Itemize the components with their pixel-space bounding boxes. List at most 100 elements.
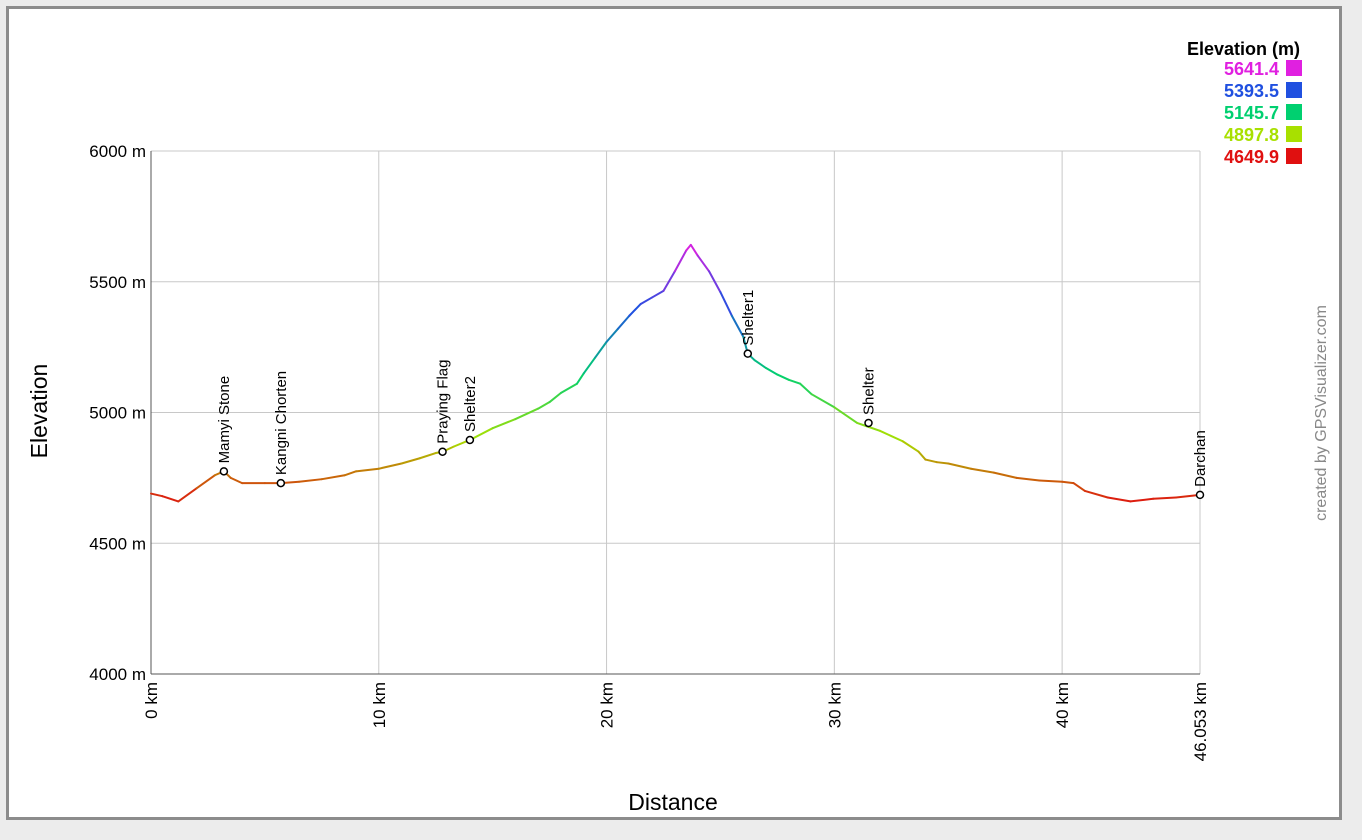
profile-segment-32 — [639, 296, 654, 305]
profile-segment-50 — [833, 406, 859, 424]
legend-label-3: 4897.8 — [1224, 125, 1279, 145]
profile-segment-29 — [605, 327, 619, 343]
x-tick-label-1: 10 km — [370, 682, 389, 728]
waypoint-label-4: Shelter1 — [740, 290, 757, 346]
waypoint-label-5: Shelter — [861, 367, 878, 415]
profile-segment-0 — [150, 492, 164, 498]
profile-segment-26 — [575, 372, 585, 385]
profile-segment-24 — [548, 391, 563, 404]
waypoint-marker-3 — [465, 435, 475, 445]
profile-segment-67 — [1129, 497, 1155, 503]
profile-segment-23 — [537, 401, 551, 410]
profile-segment-48 — [799, 382, 813, 396]
y-tick-label-2: 5000 m — [89, 404, 146, 423]
profile-segment-6 — [229, 476, 244, 485]
legend-label-4: 4649.9 — [1224, 147, 1279, 167]
profile-segment-20 — [468, 427, 494, 441]
legend-label-0: 5641.4 — [1224, 59, 1279, 79]
legend-title: Elevation (m) — [1187, 39, 1300, 59]
legend-swatch-4 — [1286, 148, 1302, 164]
profile-segment-21 — [491, 418, 517, 430]
profile-segment-53 — [878, 429, 904, 443]
profile-segment-64 — [1072, 482, 1086, 492]
profile-segment-34 — [662, 270, 676, 292]
elevation-chart: 4000 m 4500 m 5000 m 5500 m 6000 m 0 km 10 km… — [26, 39, 1330, 815]
profile-segment-39 — [708, 270, 722, 294]
y-tick-label-4: 6000 m — [89, 142, 146, 161]
profile-segment-54 — [901, 440, 920, 453]
waypoint-label-2: Praying Flag — [435, 360, 452, 444]
chart-frame: 4000 m 4500 m 5000 m 5500 m 6000 m 0 km 10 km… — [6, 6, 1342, 820]
profile-segment-58 — [947, 462, 973, 470]
legend-label-1: 5393.5 — [1224, 81, 1279, 101]
profile-segment-3 — [195, 474, 216, 490]
profile-segment-13 — [355, 467, 380, 473]
profile-segment-33 — [651, 289, 665, 299]
profile-segment-11 — [320, 474, 346, 481]
profile-segment-56 — [924, 458, 938, 464]
waypoint-label-0: Mamyi Stone — [216, 376, 233, 464]
waypoint-marker-2 — [438, 447, 447, 456]
legend-swatch-2 — [1286, 104, 1302, 120]
grid-lines — [150, 150, 1201, 675]
y-tick-label-1: 4500 m — [89, 534, 146, 553]
credit-text: created by GPSVisualizer.com — [1313, 305, 1330, 521]
waypoint-marker-6 — [1195, 490, 1205, 500]
x-axis-title: Distance — [628, 789, 717, 815]
profile-segment-45 — [765, 367, 779, 376]
profile-segment-57 — [935, 461, 950, 465]
profile-segment-36 — [685, 243, 692, 252]
x-tick-label-0: 0 km — [142, 682, 161, 719]
legend-label-2: 5145.7 — [1224, 103, 1279, 123]
waypoints: Mamyi Stone Kangni Chorten Praying Flag She… — [216, 290, 1209, 500]
profile-segment-27 — [582, 356, 597, 375]
profile-segment-25 — [560, 382, 578, 394]
profile-segment-22 — [514, 407, 540, 421]
axes — [150, 151, 1200, 675]
profile-segment-61 — [1015, 476, 1041, 482]
waypoint-label-1: Kangni Chorten — [273, 371, 290, 475]
x-tick-label-5: 46.053 km — [1191, 682, 1210, 761]
waypoint-marker-5 — [864, 418, 873, 428]
y-tick-labels: 4000 m 4500 m 5000 m 5500 m 6000 m — [89, 142, 146, 684]
profile-segment-62 — [1038, 479, 1064, 483]
waypoint-marker-4 — [743, 349, 753, 358]
profile-segment-60 — [992, 471, 1018, 479]
profile-segment-35 — [673, 249, 688, 273]
profile-segment-1 — [161, 495, 180, 503]
profile-segment-59 — [970, 467, 995, 474]
profile-segment-40 — [719, 291, 733, 317]
profile-segment-14 — [377, 462, 403, 470]
profile-segment-16 — [418, 452, 437, 460]
legend-swatch-3 — [1286, 126, 1302, 142]
profile-segment-2 — [177, 487, 198, 503]
profile-segment-65 — [1083, 489, 1109, 499]
profile-segment-52 — [867, 425, 881, 432]
profile-segment-28 — [594, 340, 608, 359]
profile-segment-47 — [787, 378, 802, 385]
waypoint-marker-1 — [276, 478, 286, 488]
profile-segment-10 — [298, 478, 323, 483]
profile-segment-37 — [689, 243, 699, 257]
profile-segment-46 — [776, 373, 790, 381]
legend-swatch-0 — [1286, 60, 1302, 76]
profile-segment-38 — [696, 254, 711, 273]
y-tick-label-3: 5500 m — [89, 273, 146, 292]
profile-segment-41 — [730, 314, 745, 338]
waypoint-label-3: Shelter2 — [462, 376, 479, 432]
y-axis-title: Elevation — [26, 364, 52, 459]
legend-swatch-1 — [1286, 82, 1302, 98]
profile-segment-15 — [400, 457, 421, 465]
profile-segment-68 — [1152, 496, 1178, 500]
waypoint-marker-0 — [219, 467, 229, 476]
y-tick-label-0: 4000 m — [89, 665, 146, 684]
profile-segment-44 — [753, 359, 768, 370]
profile-segment-55 — [917, 450, 927, 461]
x-tick-labels: 0 km 10 km 20 km 30 km 40 km 46.053 km — [142, 682, 1210, 761]
profile-segment-12 — [343, 470, 358, 477]
waypoint-label-6: Darchan — [1192, 430, 1209, 487]
profile-segment-66 — [1106, 496, 1132, 503]
profile-segment-31 — [628, 302, 642, 317]
x-tick-label-4: 40 km — [1053, 682, 1072, 728]
